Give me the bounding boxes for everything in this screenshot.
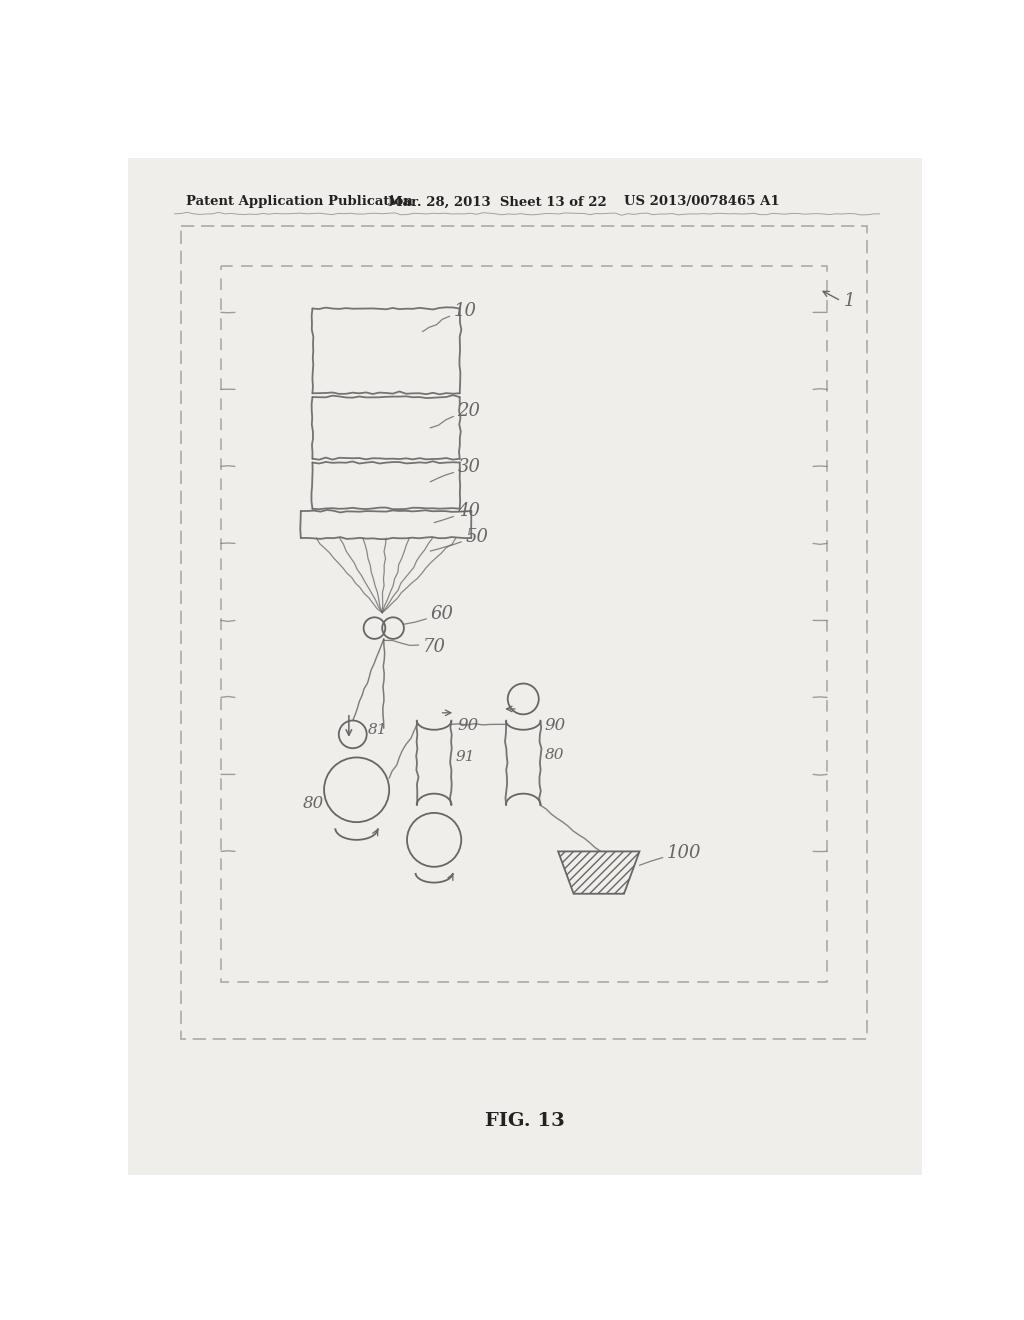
Text: 30: 30	[458, 458, 480, 477]
Text: 81: 81	[369, 723, 388, 737]
Text: US 2013/0078465 A1: US 2013/0078465 A1	[624, 195, 779, 209]
Text: 50: 50	[465, 528, 488, 546]
Bar	[221, 267, 827, 982]
Text: 90: 90	[458, 717, 478, 734]
Text: 60: 60	[430, 606, 454, 623]
Text: 80: 80	[545, 748, 564, 762]
Text: 40: 40	[458, 502, 480, 520]
Text: 80: 80	[303, 795, 325, 812]
Text: FIG. 13: FIG. 13	[485, 1111, 564, 1130]
Text: 100: 100	[667, 843, 701, 862]
Text: 90: 90	[545, 717, 566, 734]
Text: 20: 20	[458, 403, 480, 420]
Text: Patent Application Publication: Patent Application Publication	[186, 195, 413, 209]
Text: 1: 1	[844, 292, 856, 310]
Text: Mar. 28, 2013  Sheet 13 of 22: Mar. 28, 2013 Sheet 13 of 22	[388, 195, 606, 209]
Text: 91: 91	[455, 751, 474, 764]
Bar	[180, 226, 867, 1039]
Text: 70: 70	[423, 639, 445, 656]
Text: 10: 10	[454, 302, 476, 319]
